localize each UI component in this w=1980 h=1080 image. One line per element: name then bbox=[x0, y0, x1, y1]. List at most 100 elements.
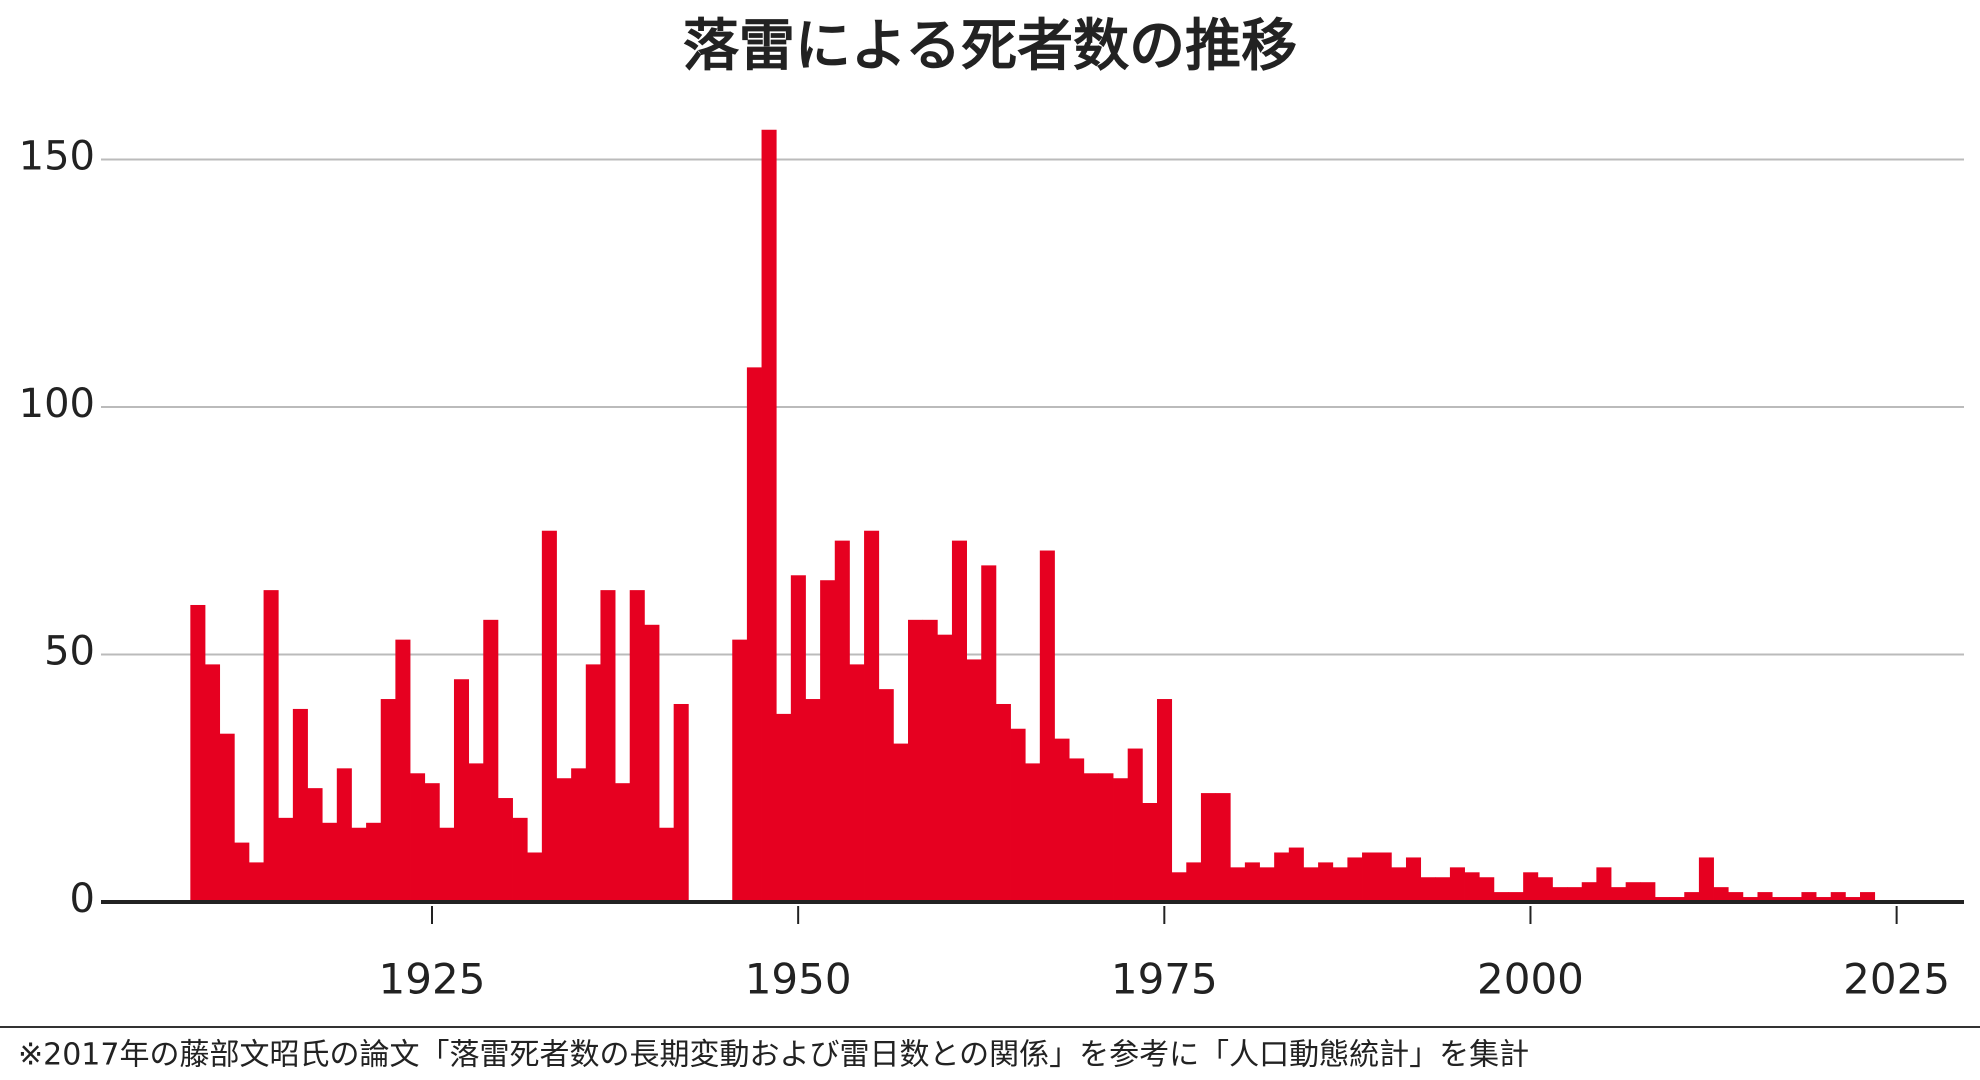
bar bbox=[1127, 748, 1143, 902]
bar bbox=[1713, 887, 1729, 902]
bar bbox=[1640, 882, 1656, 902]
bar bbox=[1698, 857, 1714, 902]
bar bbox=[453, 679, 470, 902]
bar bbox=[600, 590, 616, 902]
bar bbox=[893, 743, 909, 902]
bar bbox=[483, 619, 499, 902]
y-tick-label: 100 bbox=[19, 381, 95, 427]
bar bbox=[1596, 867, 1612, 902]
bar bbox=[1625, 882, 1641, 902]
x-tick-label: 1925 bbox=[379, 955, 486, 1004]
bar bbox=[468, 763, 484, 902]
bar bbox=[1098, 773, 1114, 902]
x-tick-label: 2000 bbox=[1477, 955, 1584, 1004]
bar bbox=[1171, 872, 1187, 902]
bar bbox=[219, 733, 235, 902]
bar bbox=[322, 822, 338, 902]
bar bbox=[1860, 892, 1876, 902]
bar bbox=[790, 575, 806, 902]
x-tick-label: 1950 bbox=[745, 955, 852, 1004]
bar bbox=[263, 590, 279, 902]
bar bbox=[1156, 699, 1173, 902]
bar bbox=[410, 773, 426, 902]
y-tick-label: 150 bbox=[19, 133, 95, 179]
bar bbox=[878, 689, 894, 902]
bar bbox=[864, 530, 880, 902]
footnote: ※2017年の藤部文昭氏の論文「落雷死者数の長期変動および雷日数との関係」を参考… bbox=[18, 1038, 1529, 1073]
bar bbox=[292, 708, 308, 902]
bar bbox=[1215, 793, 1231, 902]
bar bbox=[1303, 867, 1319, 902]
bar bbox=[1391, 867, 1407, 902]
bar bbox=[1230, 867, 1246, 902]
bar bbox=[1347, 857, 1363, 902]
bar bbox=[951, 540, 967, 902]
bar bbox=[395, 639, 411, 902]
bar bbox=[204, 664, 221, 902]
bar bbox=[1801, 892, 1817, 902]
bar bbox=[366, 822, 382, 902]
x-tick-label: 2025 bbox=[1843, 955, 1950, 1004]
bar bbox=[776, 713, 792, 902]
bar bbox=[629, 590, 645, 902]
bar bbox=[1816, 897, 1832, 902]
bar bbox=[761, 129, 777, 902]
bar bbox=[1435, 877, 1451, 902]
bar bbox=[849, 664, 865, 902]
bar bbox=[908, 619, 924, 902]
bar bbox=[1259, 867, 1275, 902]
bar bbox=[1332, 867, 1348, 902]
bar bbox=[1274, 852, 1290, 902]
bar bbox=[278, 817, 294, 902]
bar bbox=[1025, 763, 1041, 902]
bar bbox=[497, 798, 513, 902]
bar bbox=[527, 852, 543, 902]
bar bbox=[1420, 877, 1436, 902]
bar bbox=[1200, 793, 1216, 902]
bar bbox=[981, 565, 997, 902]
bar bbox=[1772, 897, 1788, 902]
bar bbox=[190, 604, 206, 902]
bar bbox=[424, 783, 440, 902]
bar bbox=[1742, 897, 1758, 902]
bar bbox=[1684, 892, 1700, 902]
bar bbox=[1567, 887, 1583, 902]
bar bbox=[1845, 897, 1861, 902]
x-tick-label: 1975 bbox=[1111, 955, 1218, 1004]
bar bbox=[1083, 773, 1099, 902]
bar bbox=[248, 862, 264, 902]
bar bbox=[541, 530, 557, 902]
bar bbox=[820, 580, 836, 902]
bar bbox=[439, 827, 455, 902]
y-tick-label: 50 bbox=[44, 628, 95, 674]
bar bbox=[805, 699, 821, 902]
bar bbox=[834, 540, 850, 902]
bar bbox=[1757, 892, 1773, 902]
bar bbox=[307, 788, 323, 902]
bar bbox=[1581, 882, 1597, 902]
bar bbox=[746, 367, 762, 902]
bar bbox=[1244, 862, 1260, 902]
bar bbox=[1376, 852, 1392, 902]
bar bbox=[1054, 738, 1070, 902]
bar bbox=[1288, 847, 1304, 902]
bar bbox=[1113, 778, 1129, 902]
bar bbox=[1479, 877, 1495, 902]
bar bbox=[1786, 897, 1802, 902]
bar bbox=[644, 624, 660, 902]
bar bbox=[966, 659, 982, 902]
bar bbox=[234, 842, 250, 902]
bar bbox=[1318, 862, 1334, 902]
bar bbox=[1552, 887, 1568, 902]
y-tick-label: 0 bbox=[70, 876, 95, 922]
bar bbox=[1142, 802, 1158, 902]
bar bbox=[1654, 897, 1671, 902]
bar bbox=[380, 699, 396, 902]
bar bbox=[1830, 892, 1846, 902]
bar bbox=[1069, 758, 1085, 902]
bar bbox=[351, 827, 367, 902]
bar bbox=[995, 703, 1011, 902]
bar bbox=[512, 817, 528, 902]
